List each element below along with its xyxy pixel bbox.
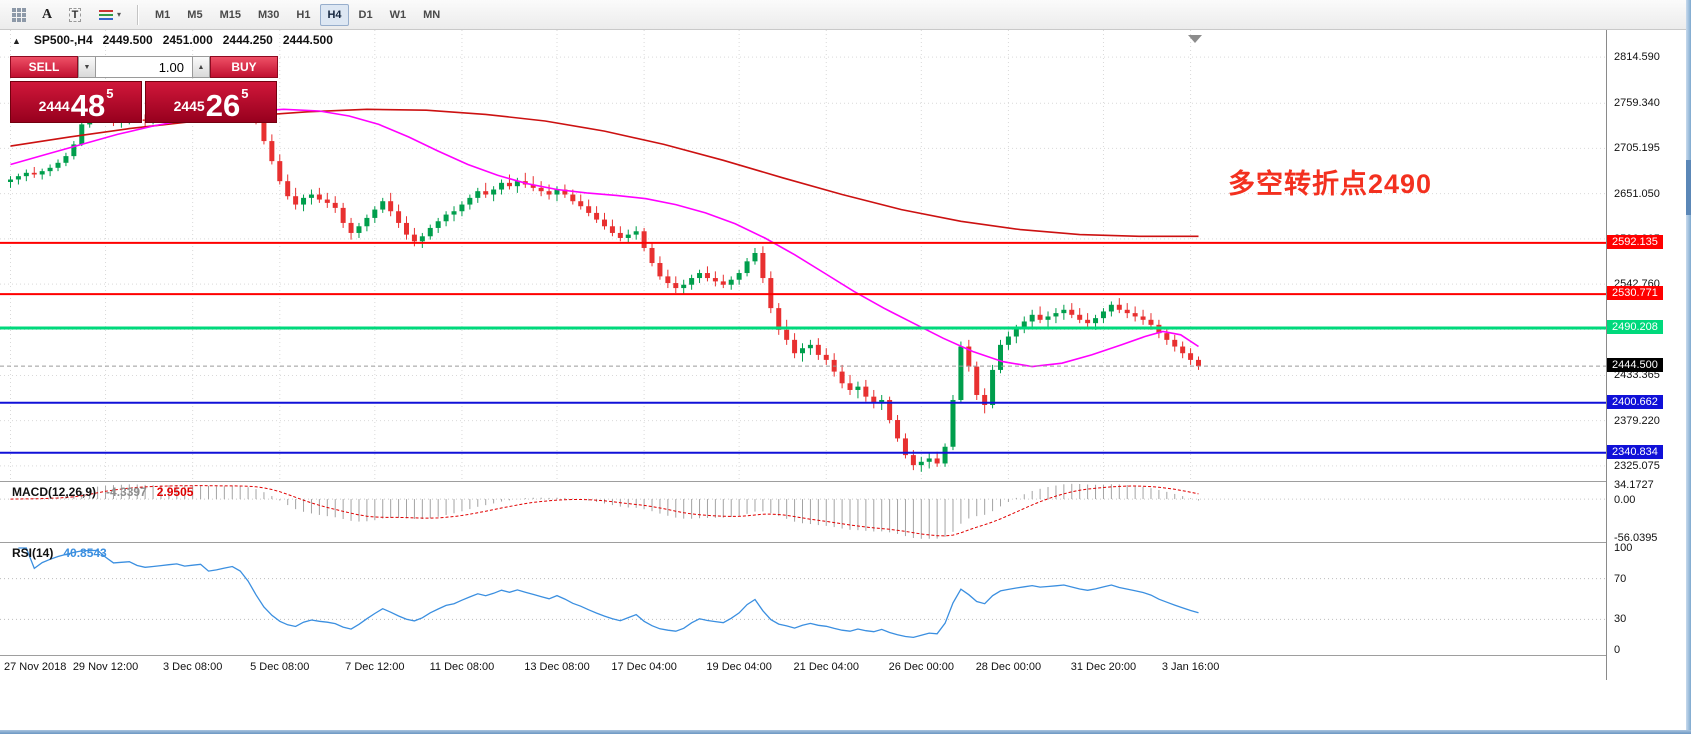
arrow-down-icon: ▼	[83, 63, 91, 71]
x-axis-label: 7 Dec 12:00	[345, 661, 405, 673]
x-axis-label: 13 Dec 08:00	[524, 661, 590, 673]
rsi-level-label: 70	[1614, 572, 1627, 585]
rsi-pane: RSI(14) 40.8543	[0, 543, 1606, 656]
bid-big-digits: 48	[70, 88, 106, 123]
price-level-badge: 2340.834	[1607, 444, 1663, 459]
bid-sup-digit: 5	[106, 86, 114, 101]
x-axis-label: 5 Dec 08:00	[250, 661, 310, 673]
macd-title: MACD(12,26,9)	[12, 485, 97, 499]
high-price: 2451.000	[162, 33, 213, 47]
trade-buttons-row: SELL ▼ ▲ BUY	[10, 56, 278, 78]
timeframe-toolbar: M1 M5 M15 M30 H1 H4 D1 W1 MN	[148, 3, 447, 26]
timeframe-d1[interactable]: D1	[352, 4, 380, 26]
y-axis-label: 2651.050	[1614, 187, 1660, 200]
window-scrollbar[interactable]	[1686, 0, 1691, 734]
volume-increase-button[interactable]: ▲	[192, 56, 210, 78]
bid-price-display[interactable]: 2444 48 5	[10, 81, 142, 123]
rsi-level-label: 100	[1614, 542, 1633, 554]
letter-t-glyph: T	[68, 7, 82, 22]
sell-button[interactable]: SELL	[10, 56, 78, 78]
timeframe-m15[interactable]: M15	[213, 4, 248, 26]
current-price-badge: 2444.500	[1607, 358, 1663, 373]
y-axis-label: 2325.075	[1614, 459, 1660, 472]
price-level-badge: 2400.662	[1607, 394, 1663, 409]
rsi-header: RSI(14) 40.8543	[12, 546, 107, 560]
timeframe-m1[interactable]: M1	[148, 4, 177, 26]
volume-input[interactable]	[96, 56, 192, 78]
dropdown-caret-icon: ▾	[116, 10, 121, 19]
x-axis-label: 3 Dec 08:00	[162, 661, 223, 673]
y-axis-label: 2379.220	[1614, 414, 1660, 427]
rsi-canvas[interactable]	[0, 543, 1606, 655]
macd-zero-label: 0.00	[1614, 494, 1636, 507]
price-level-badge: 2592.135	[1607, 234, 1663, 249]
close-price: 2444.500	[282, 33, 333, 47]
low-price: 2444.250	[222, 33, 273, 47]
ask-main-digits: 2445	[173, 98, 205, 114]
macd-header: MACD(12,26,9) -4.3397 2.9505	[12, 485, 193, 499]
ask-big-digits: 26	[205, 88, 241, 123]
timeframe-m5[interactable]: M5	[180, 4, 209, 26]
macd-min-label: -56.0395	[1614, 531, 1658, 544]
grid-glyph	[12, 7, 26, 22]
macd-value: -4.3397	[106, 485, 147, 499]
x-axis-label: 28 Dec 00:00	[975, 661, 1042, 673]
main-chart-pane: ▲ SP500-,H4 2449.500 2451.000 2444.250 2…	[0, 30, 1606, 482]
chart-title: ▲ SP500-,H4 2449.500 2451.000 2444.250 2…	[12, 33, 333, 47]
price-level-badge: 2490.208	[1607, 319, 1663, 334]
buy-button[interactable]: BUY	[210, 56, 278, 78]
chart-annotation: 多空转折点2490	[1228, 169, 1433, 199]
x-axis-label: 19 Dec 04:00	[706, 661, 772, 673]
macd-pane: MACD(12,26,9) -4.3397 2.9505	[0, 482, 1606, 543]
timeframe-h1[interactable]: H1	[289, 4, 317, 26]
y-axis-label: 2759.340	[1614, 97, 1660, 110]
arrow-up-icon: ▲	[197, 63, 205, 71]
symbol-period-label: SP500-,H4	[33, 33, 93, 47]
y-axis-label: 2705.195	[1614, 142, 1660, 155]
rsi-value: 40.8543	[63, 546, 107, 560]
styles-glyph	[98, 9, 113, 20]
y-axis-label: 2433.365	[1614, 369, 1660, 382]
text-box-icon[interactable]: T	[62, 3, 88, 27]
drawing-styles-icon[interactable]: ▾	[90, 3, 128, 27]
macd-max-label: 34.1727	[1614, 478, 1654, 491]
x-axis-label: 17 Dec 04:00	[611, 661, 677, 673]
one-click-trading-toggle-icon[interactable]: ▲	[12, 36, 21, 46]
y-axis-label: 2814.590	[1614, 51, 1660, 64]
price-axis[interactable]: 2814.5902759.3402705.1952651.0502596.905…	[1606, 30, 1687, 680]
window-border-bottom	[0, 730, 1691, 734]
letter-a-glyph: A	[41, 6, 53, 22]
macd-signal-value: 2.9505	[156, 485, 194, 499]
rsi-level-label: 0	[1614, 644, 1621, 656]
x-axis-label: 27 Nov 2018	[4, 661, 67, 673]
toolbar: A T ▾ M1 M5 M15 M30 H1 H4 D1 W1 MN	[0, 0, 1691, 30]
timeframe-m30[interactable]: M30	[251, 4, 286, 26]
timeframe-w1[interactable]: W1	[383, 4, 414, 26]
macd-canvas[interactable]	[0, 482, 1606, 542]
volume-decrease-button[interactable]: ▼	[78, 56, 96, 78]
x-axis-label: 26 Dec 00:00	[888, 661, 955, 673]
open-price: 2449.500	[102, 33, 153, 47]
ask-sup-digit: 5	[241, 86, 249, 101]
bid-main-digits: 2444	[38, 98, 70, 114]
rsi-title: RSI(14)	[12, 546, 54, 560]
rsi-level-label: 30	[1614, 613, 1627, 626]
price-level-badge: 2530.771	[1607, 286, 1663, 301]
x-axis-label: 11 Dec 08:00	[429, 661, 495, 673]
time-axis[interactable]: 27 Nov 2018 29 Nov 12:00 3 Dec 08:00 5 Dec …	[0, 656, 1606, 680]
chart-grid-icon[interactable]	[6, 3, 32, 27]
scrollbar-thumb[interactable]	[1686, 160, 1691, 215]
x-axis-label: 29 Nov 12:00	[72, 661, 139, 673]
toolbar-separator	[137, 4, 139, 25]
timeframe-h4[interactable]: H4	[320, 3, 349, 26]
timeframe-mn[interactable]: MN	[416, 4, 447, 26]
text-label-icon[interactable]: A	[34, 3, 60, 27]
ask-price-display[interactable]: 2445 26 5	[145, 81, 277, 123]
price-displays-row: 2444 48 5 2445 26 5	[10, 81, 278, 123]
x-axis-label: 31 Dec 20:00	[1070, 661, 1137, 673]
x-axis-label: 3 Jan 16:00	[1161, 661, 1220, 673]
x-axis-label: 21 Dec 04:00	[793, 661, 859, 673]
